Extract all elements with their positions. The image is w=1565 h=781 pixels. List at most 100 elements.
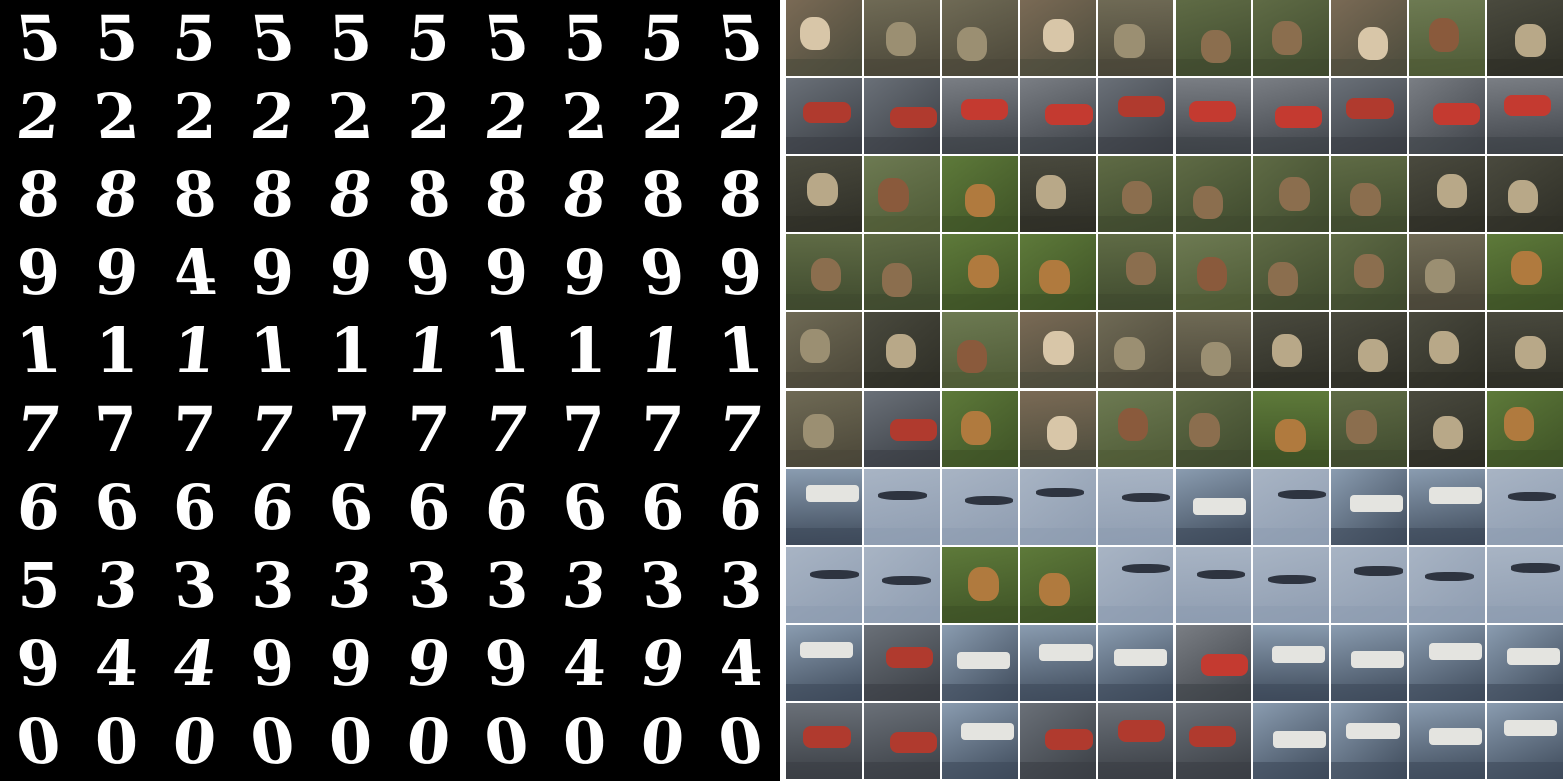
handwritten-digit: 1 bbox=[169, 314, 221, 388]
deer-silhouette bbox=[1354, 254, 1385, 288]
photo-thumbnail-cat bbox=[1487, 312, 1563, 389]
cat-silhouette bbox=[807, 172, 838, 207]
handwritten-digit: 3 bbox=[719, 548, 763, 622]
handwritten-digit: 1 bbox=[403, 314, 455, 388]
digit-cell: 5 bbox=[702, 0, 780, 78]
photo-thumbnail-bird bbox=[941, 156, 1018, 233]
digit-cell: 0 bbox=[624, 703, 702, 781]
handwritten-digit: 9 bbox=[16, 236, 62, 310]
digit-cell: 7 bbox=[78, 391, 156, 469]
digit-cell: 1 bbox=[468, 312, 546, 390]
digit-cell: 5 bbox=[156, 0, 234, 78]
photo-thumbnail-ship bbox=[1487, 702, 1563, 779]
handwritten-digit: 9 bbox=[484, 236, 530, 310]
digit-cell: 1 bbox=[546, 312, 624, 390]
cat-silhouette bbox=[1357, 339, 1389, 373]
bird-silhouette bbox=[1039, 260, 1070, 294]
digit-cell: 7 bbox=[312, 391, 390, 469]
photo-thumbnail-ship bbox=[1019, 624, 1096, 701]
ship-silhouette bbox=[1271, 646, 1325, 663]
digit-cell: 7 bbox=[390, 391, 468, 469]
handwritten-digit: 0 bbox=[404, 704, 454, 778]
handwritten-digit: 9 bbox=[402, 236, 456, 310]
photo-thumbnail-airplane bbox=[863, 546, 940, 623]
handwritten-digit: 1 bbox=[13, 314, 65, 388]
digit-cell: 5 bbox=[390, 0, 468, 78]
horse-silhouette bbox=[1118, 408, 1149, 442]
handwritten-digit: 5 bbox=[94, 2, 140, 76]
photo-thumbnail-ship bbox=[941, 624, 1018, 701]
airplane-silhouette bbox=[810, 570, 859, 580]
digit-cell: 9 bbox=[468, 625, 546, 703]
photo-thumbnail-truck bbox=[863, 390, 940, 467]
photo-thumbnail-ship bbox=[1331, 468, 1408, 545]
photo-thumbnail-truck bbox=[1331, 78, 1408, 155]
deer-silhouette bbox=[1346, 410, 1377, 444]
photo-thumbnail-bird bbox=[1019, 234, 1096, 311]
photo-thumbnail-monkey bbox=[1097, 312, 1174, 389]
handwritten-digit: 5 bbox=[328, 2, 374, 76]
bird-silhouette bbox=[1275, 418, 1306, 453]
handwritten-digit: 4 bbox=[168, 236, 222, 310]
horse-silhouette bbox=[878, 178, 909, 212]
handwritten-digit: 1 bbox=[563, 314, 607, 388]
digit-cell: 9 bbox=[390, 234, 468, 312]
digit-cell: 9 bbox=[312, 625, 390, 703]
digit-cell: 6 bbox=[702, 469, 780, 547]
photo-thumbnail-airplane bbox=[1409, 546, 1486, 623]
handwritten-digit: 6 bbox=[90, 470, 144, 544]
truck-silhouette bbox=[803, 101, 851, 123]
digit-cell: 5 bbox=[78, 0, 156, 78]
digit-cell: 2 bbox=[156, 78, 234, 156]
photo-thumbnail-bird bbox=[941, 546, 1018, 623]
digit-cell: 1 bbox=[390, 312, 468, 390]
digit-cell: 1 bbox=[234, 312, 312, 390]
deer-silhouette bbox=[1279, 177, 1310, 211]
deer-silhouette bbox=[1192, 185, 1224, 220]
digit-cell: 1 bbox=[312, 312, 390, 390]
truck-silhouette bbox=[1189, 725, 1237, 748]
photo-thumbnail-monkey bbox=[1175, 312, 1252, 389]
photo-thumbnail-ship bbox=[786, 468, 862, 545]
deer-silhouette bbox=[1267, 262, 1299, 296]
photo-thumbnail-airplane bbox=[941, 468, 1018, 545]
digit-cell: 6 bbox=[78, 469, 156, 547]
digit-cell: 1 bbox=[0, 312, 78, 390]
handwritten-digit: 8 bbox=[558, 158, 612, 232]
handwritten-digit: 8 bbox=[324, 158, 378, 232]
digit-cell: 3 bbox=[546, 547, 624, 625]
photo-thumbnail-airplane bbox=[1487, 546, 1563, 623]
digit-cell: 2 bbox=[390, 78, 468, 156]
photo-thumbnail-monkey bbox=[1097, 0, 1174, 77]
handwritten-digit: 6 bbox=[172, 470, 218, 544]
bird-silhouette bbox=[968, 254, 999, 289]
photo-thumbnail-horse bbox=[1175, 234, 1252, 311]
deer-silhouette bbox=[1271, 21, 1302, 55]
photo-thumbnail-ship bbox=[941, 702, 1018, 779]
handwritten-digit: 7 bbox=[92, 392, 142, 466]
handwritten-digit: 5 bbox=[404, 2, 454, 76]
digit-cell: 8 bbox=[546, 156, 624, 234]
truck-silhouette bbox=[1346, 97, 1394, 120]
digit-cell: 9 bbox=[468, 234, 546, 312]
handwritten-digit: 3 bbox=[169, 548, 221, 622]
airplane-silhouette bbox=[1425, 571, 1474, 581]
photo-thumbnail-horse bbox=[1409, 0, 1486, 77]
photo-thumbnail-automobile bbox=[1175, 78, 1252, 155]
digit-cell: 8 bbox=[312, 156, 390, 234]
cat-silhouette bbox=[1515, 335, 1546, 370]
digit-cell: 9 bbox=[0, 625, 78, 703]
digit-cell: 6 bbox=[624, 469, 702, 547]
digit-cell: 0 bbox=[0, 703, 78, 781]
truck-silhouette bbox=[1118, 720, 1166, 742]
digit-cell: 6 bbox=[390, 469, 468, 547]
handwritten-digit: 0 bbox=[714, 704, 768, 778]
handwritten-digit: 7 bbox=[560, 392, 610, 466]
digit-cell: 0 bbox=[468, 703, 546, 781]
photo-thumbnail-deer bbox=[1097, 156, 1174, 233]
monkey-silhouette bbox=[1425, 259, 1456, 293]
digit-cell: 2 bbox=[468, 78, 546, 156]
handwritten-digit: 0 bbox=[246, 704, 300, 778]
ship-silhouette bbox=[1506, 648, 1560, 666]
